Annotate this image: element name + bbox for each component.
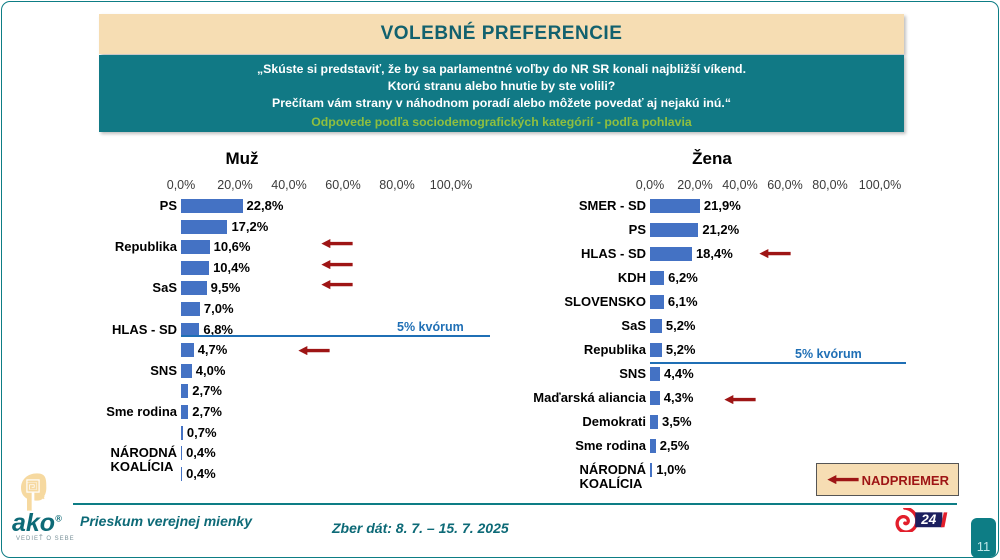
svg-text:24: 24 xyxy=(920,512,937,527)
